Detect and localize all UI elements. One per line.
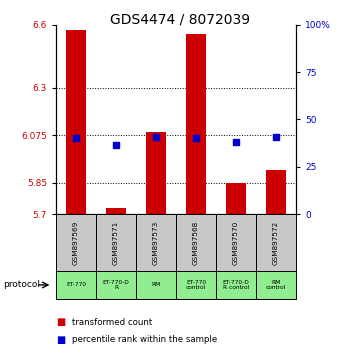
Text: ET-770-D
R: ET-770-D R xyxy=(103,280,129,290)
Text: transformed count: transformed count xyxy=(72,318,152,327)
Bar xyxy=(106,208,126,214)
Bar xyxy=(96,214,136,271)
Bar xyxy=(146,132,166,214)
Text: ■: ■ xyxy=(56,335,65,345)
Bar xyxy=(266,170,286,214)
Bar xyxy=(216,271,256,299)
Text: GSM897569: GSM897569 xyxy=(73,220,79,265)
Text: ET-770
control: ET-770 control xyxy=(186,280,206,290)
Text: RM: RM xyxy=(151,282,161,287)
Text: GSM897572: GSM897572 xyxy=(273,220,279,265)
Text: ■: ■ xyxy=(56,317,65,327)
Bar xyxy=(66,30,86,214)
Bar xyxy=(136,271,176,299)
Bar xyxy=(56,271,96,299)
Bar xyxy=(226,183,246,214)
Bar xyxy=(216,214,256,271)
Text: GSM897571: GSM897571 xyxy=(113,220,119,265)
Bar xyxy=(96,271,136,299)
Text: RM
control: RM control xyxy=(266,280,286,290)
Text: protocol: protocol xyxy=(4,280,40,290)
Bar xyxy=(136,214,176,271)
Bar xyxy=(186,34,206,214)
Text: ET-770-D
R control: ET-770-D R control xyxy=(223,280,249,290)
Bar xyxy=(56,214,96,271)
Text: percentile rank within the sample: percentile rank within the sample xyxy=(72,335,217,344)
Bar xyxy=(176,214,216,271)
Bar xyxy=(176,271,216,299)
Text: GSM897573: GSM897573 xyxy=(153,220,159,265)
Text: GSM897568: GSM897568 xyxy=(193,220,199,265)
Bar xyxy=(256,271,296,299)
Text: GSM897570: GSM897570 xyxy=(233,220,239,265)
Text: ET-770: ET-770 xyxy=(66,282,86,287)
Bar xyxy=(256,214,296,271)
Text: GDS4474 / 8072039: GDS4474 / 8072039 xyxy=(110,12,251,27)
